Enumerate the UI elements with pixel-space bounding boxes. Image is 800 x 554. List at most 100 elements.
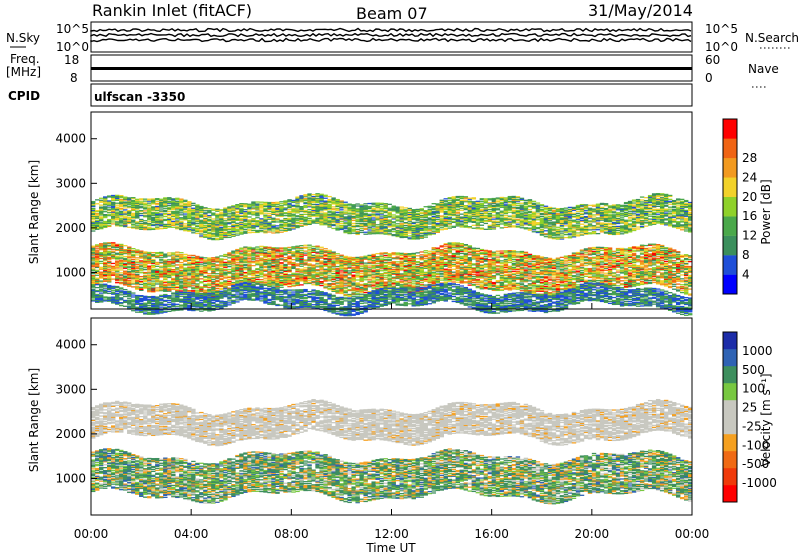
data-cell	[111, 296, 116, 298]
data-cell	[271, 204, 276, 207]
data-cell	[275, 211, 280, 213]
data-cell	[175, 216, 180, 218]
data-cell	[319, 267, 324, 269]
data-cell	[147, 261, 152, 263]
data-cell	[143, 227, 148, 230]
data-cell	[335, 202, 340, 205]
data-cell	[95, 294, 100, 297]
data-cell	[279, 255, 284, 257]
data-cell	[91, 214, 96, 216]
data-cell	[219, 217, 224, 219]
data-cell	[187, 307, 192, 309]
data-cell	[255, 287, 260, 289]
data-cell	[147, 275, 152, 277]
data-cell	[271, 264, 276, 267]
data-cell	[143, 277, 148, 280]
data-cell	[195, 293, 200, 295]
data-cell	[335, 222, 340, 224]
data-cell	[355, 231, 360, 234]
data-cell	[195, 280, 200, 282]
data-cell	[115, 225, 120, 227]
data-cell	[295, 292, 300, 294]
data-cell	[327, 206, 332, 209]
data-cell	[135, 281, 140, 283]
data-cell	[215, 223, 220, 225]
data-cell	[119, 304, 124, 307]
data-cell	[351, 314, 356, 316]
data-cell	[199, 272, 204, 274]
data-cell	[127, 251, 132, 253]
data-cell	[123, 277, 128, 279]
data-cell	[291, 207, 296, 209]
data-cell	[175, 299, 180, 302]
data-cell	[155, 251, 160, 254]
data-cell	[267, 225, 272, 227]
data-cell	[255, 267, 260, 270]
data-cell	[135, 213, 140, 215]
data-cell	[135, 227, 140, 229]
data-cell	[195, 267, 200, 269]
data-cell	[215, 284, 220, 287]
data-cell	[95, 221, 100, 224]
data-cell	[243, 268, 248, 270]
data-cell	[111, 195, 116, 198]
data-cell	[347, 312, 352, 314]
data-cell	[199, 257, 204, 259]
data-cell	[187, 304, 192, 306]
data-cell	[147, 214, 152, 216]
data-cell	[239, 211, 244, 214]
data-cell	[283, 292, 288, 294]
data-cell	[255, 262, 260, 264]
data-cell	[295, 254, 300, 256]
data-cell	[219, 236, 224, 238]
data-cell	[127, 281, 132, 284]
data-cell	[263, 281, 268, 283]
data-cell	[175, 200, 180, 202]
data-cell	[271, 218, 276, 220]
data-cell	[255, 291, 260, 293]
data-cell	[155, 271, 160, 273]
data-cell	[267, 207, 272, 210]
data-cell	[127, 294, 132, 296]
data-cell	[111, 194, 116, 197]
data-cell	[139, 228, 144, 230]
data-cell	[115, 216, 120, 218]
data-cell	[271, 296, 276, 299]
data-cell	[227, 255, 232, 257]
data-cell	[211, 309, 216, 311]
data-cell	[179, 271, 184, 273]
data-cell	[191, 302, 196, 304]
data-cell	[351, 282, 356, 284]
data-cell	[123, 289, 128, 291]
data-cell	[131, 283, 136, 285]
data-cell	[239, 274, 244, 277]
data-cell	[263, 232, 268, 234]
data-cell	[311, 304, 316, 306]
data-cell	[263, 203, 268, 205]
data-cell	[283, 299, 288, 301]
data-cell	[319, 265, 324, 267]
data-cell	[243, 277, 248, 280]
data-cell	[247, 282, 252, 284]
data-cell	[355, 209, 360, 211]
data-cell	[131, 212, 136, 214]
data-cell	[323, 221, 328, 223]
data-cell	[139, 309, 144, 311]
data-cell	[307, 198, 312, 200]
data-cell	[119, 244, 124, 247]
data-cell	[95, 271, 100, 273]
data-cell	[247, 220, 252, 222]
data-cell	[175, 296, 180, 299]
data-cell	[355, 215, 360, 217]
data-cell	[183, 264, 188, 266]
data-cell	[319, 248, 324, 250]
data-cell	[363, 256, 368, 258]
data-cell	[319, 266, 324, 268]
data-cell	[139, 220, 144, 223]
data-cell	[147, 200, 152, 202]
data-cell	[219, 305, 224, 307]
data-cell	[207, 309, 212, 311]
data-cell	[143, 297, 148, 299]
data-cell	[287, 271, 292, 273]
data-cell	[339, 259, 344, 261]
